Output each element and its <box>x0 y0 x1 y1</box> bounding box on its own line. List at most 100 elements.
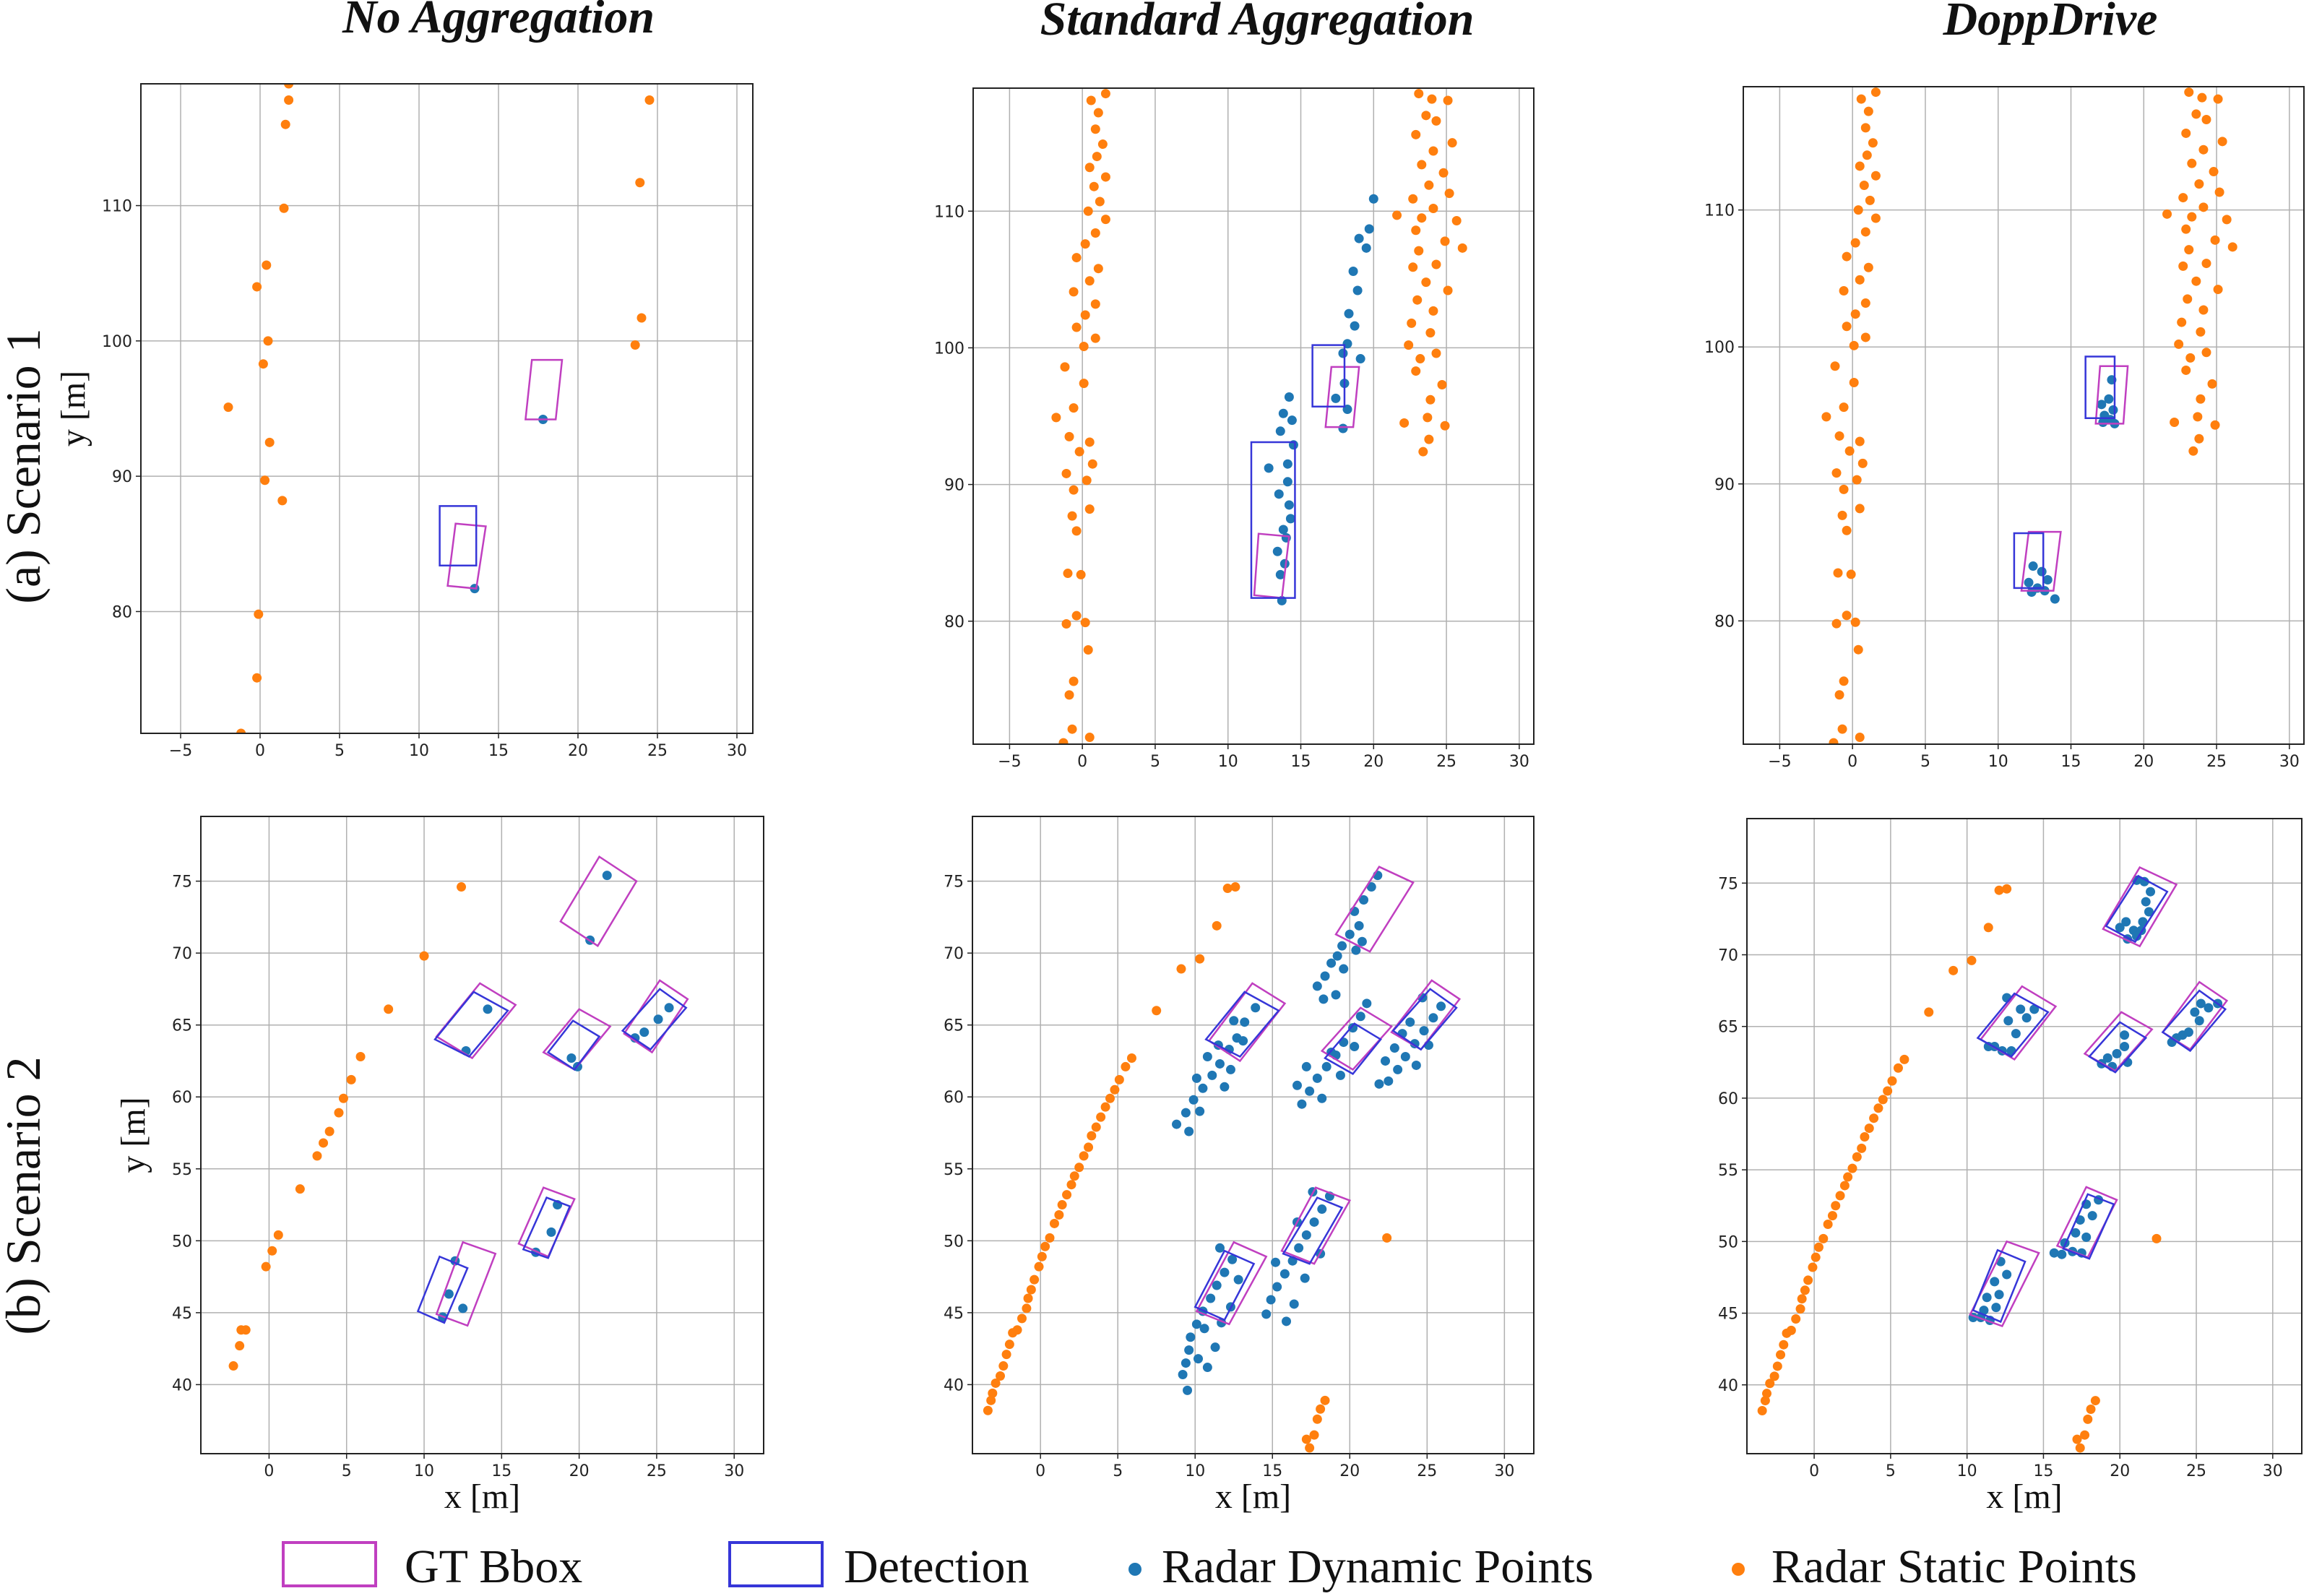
radar-dynamic-point <box>1240 1017 1250 1027</box>
radar-static-point <box>1855 275 1865 285</box>
y-tick-label: 75 <box>172 874 192 892</box>
y-tick-label: 55 <box>1718 1162 1738 1180</box>
radar-static-point <box>2194 433 2204 444</box>
radar-dynamic-point <box>1364 224 1374 234</box>
y-tick-label: 100 <box>1704 339 1735 357</box>
radar-static-point <box>1090 333 1100 343</box>
radar-dynamic-point <box>1282 477 1292 487</box>
x-tick-label: 25 <box>2206 753 2227 771</box>
radar-static-point <box>1022 1303 1032 1314</box>
radar-static-point <box>1090 124 1100 134</box>
radar-static-point <box>2002 884 2012 894</box>
plot-marks <box>1757 866 2229 1453</box>
x-tick-label: 5 <box>1920 753 1930 771</box>
y-tick-label: 60 <box>1718 1090 1738 1108</box>
radar-dynamic-point <box>1339 964 1349 974</box>
radar-static-point <box>1842 611 1852 621</box>
radar-static-point <box>1411 225 1421 236</box>
panel-s2-std-agg: 0 5 10 15 20 25 30 40 45 50 55 60 65 70 75 x [m] <box>944 816 1535 1516</box>
radar-dynamic-point <box>1389 1043 1399 1053</box>
radar-dynamic-point <box>1335 1070 1345 1080</box>
radar-static-point <box>1447 138 1457 148</box>
radar-static-point <box>1421 111 1431 121</box>
radar-static-point <box>1037 1251 1047 1261</box>
radar-dynamic-point <box>1331 393 1341 403</box>
radar-dynamic-point <box>1172 1119 1182 1129</box>
radar-dynamic-point <box>1321 1061 1332 1071</box>
radar-static-point <box>1057 1200 1067 1210</box>
legend-detection-label: Detection <box>844 1540 1030 1593</box>
radar-static-point <box>1399 418 1410 428</box>
radar-static-point <box>1412 295 1423 305</box>
radar-dynamic-point <box>1214 1243 1225 1253</box>
y-axis-label: y [m] <box>114 1097 152 1173</box>
radar-static-point <box>1407 318 1417 328</box>
radar-static-point <box>1071 322 1082 332</box>
radar-static-point <box>254 609 264 619</box>
y-tick-label: 65 <box>944 1017 964 1035</box>
radar-static-point <box>1063 569 1073 579</box>
gt-bbox <box>1207 982 1287 1063</box>
radar-static-point <box>2170 417 2180 427</box>
radar-dynamic-point <box>1251 1003 1261 1013</box>
radar-static-point <box>1087 459 1097 469</box>
radar-static-point <box>1839 1181 1850 1191</box>
radar-static-point <box>1051 413 1061 423</box>
radar-static-point <box>1834 690 1844 700</box>
radar-dynamic-point <box>2204 1003 2214 1013</box>
radar-static-point <box>1061 468 1071 478</box>
radar-static-point <box>1001 1350 1011 1360</box>
x-tick-label: 5 <box>1886 1462 1896 1480</box>
radar-dynamic-point <box>2011 1029 2021 1039</box>
radar-dynamic-point <box>1350 321 1360 331</box>
radar-static-point <box>338 1093 348 1103</box>
radar-dynamic-point <box>1361 243 1371 253</box>
panel-s2-doppdrive: 0 5 10 15 20 25 30 40 45 50 55 60 65 70 75 x [m] <box>1718 818 2302 1516</box>
radar-static-point <box>346 1074 356 1084</box>
y-tick-label: 55 <box>944 1161 964 1179</box>
radar-static-point <box>1097 139 1108 150</box>
x-tick-label: 15 <box>2061 753 2081 771</box>
legend-static-marker <box>1732 1563 1745 1576</box>
radar-static-point <box>2185 353 2196 363</box>
y-tick-label: 80 <box>112 603 132 621</box>
radar-static-point <box>279 203 289 213</box>
radar-static-point <box>1045 1233 1055 1243</box>
radar-dynamic-point <box>1188 1095 1199 1105</box>
detection-bbox <box>1204 991 1280 1058</box>
radar-dynamic-point <box>1362 998 1372 1009</box>
radar-static-point <box>1060 362 1070 372</box>
gt-bbox <box>1979 985 2058 1061</box>
radar-static-point <box>983 1405 993 1415</box>
radar-static-point <box>1382 1233 1392 1243</box>
radar-static-point <box>1080 239 1090 249</box>
y-tick-label: 40 <box>172 1376 192 1394</box>
radar-dynamic-point <box>2196 998 2206 1009</box>
radar-static-point <box>1417 213 1427 223</box>
radar-static-point <box>1839 484 1849 494</box>
x-tick-label: 0 <box>1077 753 1087 771</box>
radar-dynamic-point <box>2049 1248 2059 1258</box>
gt-bbox <box>525 358 564 420</box>
radar-dynamic-point <box>1278 525 1288 535</box>
radar-static-point <box>1829 738 1839 744</box>
radar-dynamic-point <box>664 1003 674 1013</box>
radar-static-point <box>1776 1350 1786 1360</box>
radar-dynamic-point <box>1238 1036 1248 1046</box>
axes-frame <box>1746 818 2302 1454</box>
radar-static-point <box>223 402 233 413</box>
x-tick-label: 5 <box>342 1462 352 1480</box>
radar-static-point <box>1865 195 1875 205</box>
radar-static-point <box>267 1246 277 1256</box>
radar-dynamic-point <box>2138 917 2148 927</box>
radar-static-point <box>1424 434 1434 444</box>
radar-static-point <box>2152 1233 2162 1243</box>
radar-dynamic-point <box>1264 463 1274 473</box>
radar-static-point <box>1414 246 1424 256</box>
radar-static-point <box>1096 1112 1106 1122</box>
radar-dynamic-point <box>1272 546 1282 556</box>
radar-static-point <box>644 95 655 105</box>
radar-dynamic-point <box>1312 1073 1322 1083</box>
radar-dynamic-point <box>1271 1257 1281 1267</box>
